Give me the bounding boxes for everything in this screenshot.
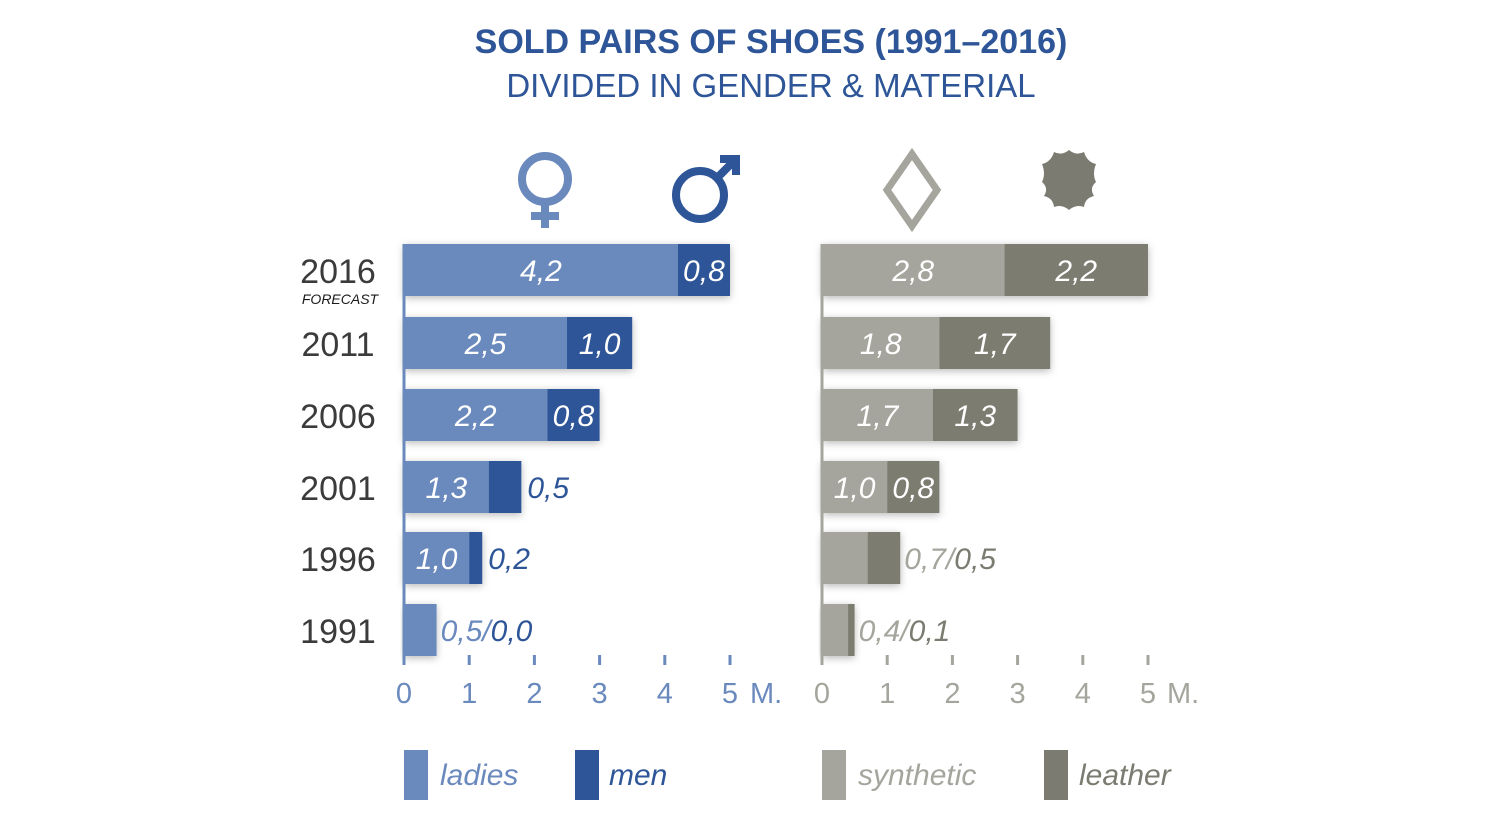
bar-group-gender-1996 <box>404 532 483 584</box>
bar-men-2001 <box>488 461 522 513</box>
female-symbol-icon <box>518 152 572 228</box>
x-tick-label: 5 <box>722 678 738 710</box>
legend-swatch-leather <box>1044 750 1068 800</box>
data-label-ladies-1996: 1,0 <box>416 543 458 576</box>
x-tick-label: 0 <box>814 678 830 710</box>
bar-leather-2006 <box>932 389 1018 441</box>
x-unit-label: M. <box>1167 678 1199 710</box>
leather-hide-icon <box>1042 150 1096 210</box>
data-label-synthetic: 0,7/ <box>904 543 957 576</box>
data-label-synthetic-2016: 2,8 <box>891 255 934 288</box>
bar-synthetic-2016 <box>822 244 1005 296</box>
x-tick-label: 1 <box>879 678 895 710</box>
year-label-2006: 2006 <box>300 398 376 436</box>
chart-title: SOLD PAIRS OF SHOES (1991–2016) <box>475 23 1068 61</box>
bar-group-material-2016 <box>822 244 1148 296</box>
x-tick-label: 5 <box>1140 678 1156 710</box>
data-label-1996-material: 0,7/0,5 <box>904 543 996 576</box>
bar-group-material-2001 <box>822 461 940 513</box>
year-label-2016: 2016 <box>300 253 376 291</box>
bar-ladies-2001 <box>404 461 489 513</box>
bar-men-2006 <box>547 389 600 441</box>
forecast-note: FORECAST <box>302 291 380 307</box>
data-label-synthetic-2006: 1,7 <box>857 400 900 433</box>
bar-ladies-2006 <box>404 389 548 441</box>
bar-group-material-1996 <box>822 532 901 584</box>
bar-ladies-1996 <box>404 532 470 584</box>
year-label-1991: 1991 <box>300 613 376 651</box>
bar-group-material-2011 <box>822 317 1051 369</box>
data-label-leather-2016: 2,2 <box>1054 255 1097 288</box>
data-label-men-1996: 0,2 <box>488 543 530 576</box>
x-tick-label: 2 <box>526 678 542 710</box>
bar-group-material-1991 <box>822 604 855 656</box>
bar-men-2011 <box>567 317 633 369</box>
bar-group-gender-2016 <box>404 244 730 296</box>
male-symbol-icon <box>672 155 740 223</box>
bar-leather-2001 <box>887 461 940 513</box>
bar-synthetic-2011 <box>822 317 940 369</box>
data-label-1991-material: 0,4/0,1 <box>859 615 951 648</box>
bar-men-2016 <box>677 244 730 296</box>
bar-leather-2016 <box>1004 244 1148 296</box>
bar-synthetic-1991 <box>822 604 849 656</box>
x-tick-label: 4 <box>657 678 673 710</box>
x-tick-label: 4 <box>1075 678 1091 710</box>
data-label-leather: 0,5 <box>954 543 996 576</box>
data-label-ladies-2011: 2,5 <box>464 328 507 361</box>
data-label-synthetic-2001: 1,0 <box>834 472 876 505</box>
data-label-men-2006: 0,8 <box>553 400 595 433</box>
x-tick-label: 0 <box>396 678 412 710</box>
legend-label-ladies: ladies <box>440 759 518 792</box>
bar-ladies-2016 <box>404 244 678 296</box>
data-label-synthetic: 0,4/ <box>859 615 912 648</box>
bar-leather-1991 <box>848 604 855 656</box>
legend-label-men: men <box>609 759 667 792</box>
data-label-men-2011: 1,0 <box>579 328 621 361</box>
bar-leather-1996 <box>867 532 901 584</box>
data-label-ladies-2016: 4,2 <box>520 255 562 288</box>
bar-group-gender-2011 <box>404 317 633 369</box>
x-unit-label: M. <box>750 678 782 710</box>
legend-swatch-men <box>575 750 599 800</box>
bar-ladies-2011 <box>404 317 567 369</box>
data-label-synthetic-2011: 1,8 <box>860 328 902 361</box>
bar-men-1996 <box>469 532 483 584</box>
bar-synthetic-2001 <box>822 461 888 513</box>
bar-group-gender-1991 <box>404 604 437 656</box>
year-label-2001: 2001 <box>300 470 376 508</box>
legend-swatch-ladies <box>404 750 428 800</box>
data-label-men: 0,0 <box>491 615 533 648</box>
bar-ladies-1991 <box>404 604 437 656</box>
data-label-leather-2011: 1,7 <box>974 328 1017 361</box>
bar-group-gender-2001 <box>404 461 522 513</box>
chart-subtitle: DIVIDED IN GENDER & MATERIAL <box>506 67 1035 104</box>
data-label-men-2016: 0,8 <box>683 255 725 288</box>
bar-leather-2011 <box>939 317 1051 369</box>
data-label-ladies: 0,5/ <box>441 615 494 648</box>
bar-group-material-2006 <box>822 389 1018 441</box>
legend-label-synthetic: synthetic <box>858 759 976 792</box>
data-label-leather-2001: 0,8 <box>892 472 934 505</box>
bar-group-gender-2006 <box>404 389 600 441</box>
bar-synthetic-2006 <box>822 389 933 441</box>
data-label-1991-gender: 0,5/0,0 <box>441 615 533 648</box>
x-tick-label: 1 <box>461 678 477 710</box>
year-label-1996: 1996 <box>300 541 376 579</box>
x-tick-label: 3 <box>1010 678 1026 710</box>
x-tick-label: 2 <box>944 678 960 710</box>
diamond-outline-icon <box>882 147 942 233</box>
data-label-ladies-2006: 2,2 <box>454 400 497 433</box>
bar-synthetic-1996 <box>822 532 868 584</box>
data-label-men-2001: 0,5 <box>527 472 569 505</box>
data-label-ladies-2001: 1,3 <box>426 472 468 505</box>
data-label-leather-2006: 1,3 <box>954 400 996 433</box>
year-label-2011: 2011 <box>301 326 374 364</box>
legend-label-leather: leather <box>1079 759 1172 792</box>
data-label-leather: 0,1 <box>909 615 951 648</box>
x-tick-label: 3 <box>592 678 608 710</box>
legend-swatch-synthetic <box>822 750 846 800</box>
